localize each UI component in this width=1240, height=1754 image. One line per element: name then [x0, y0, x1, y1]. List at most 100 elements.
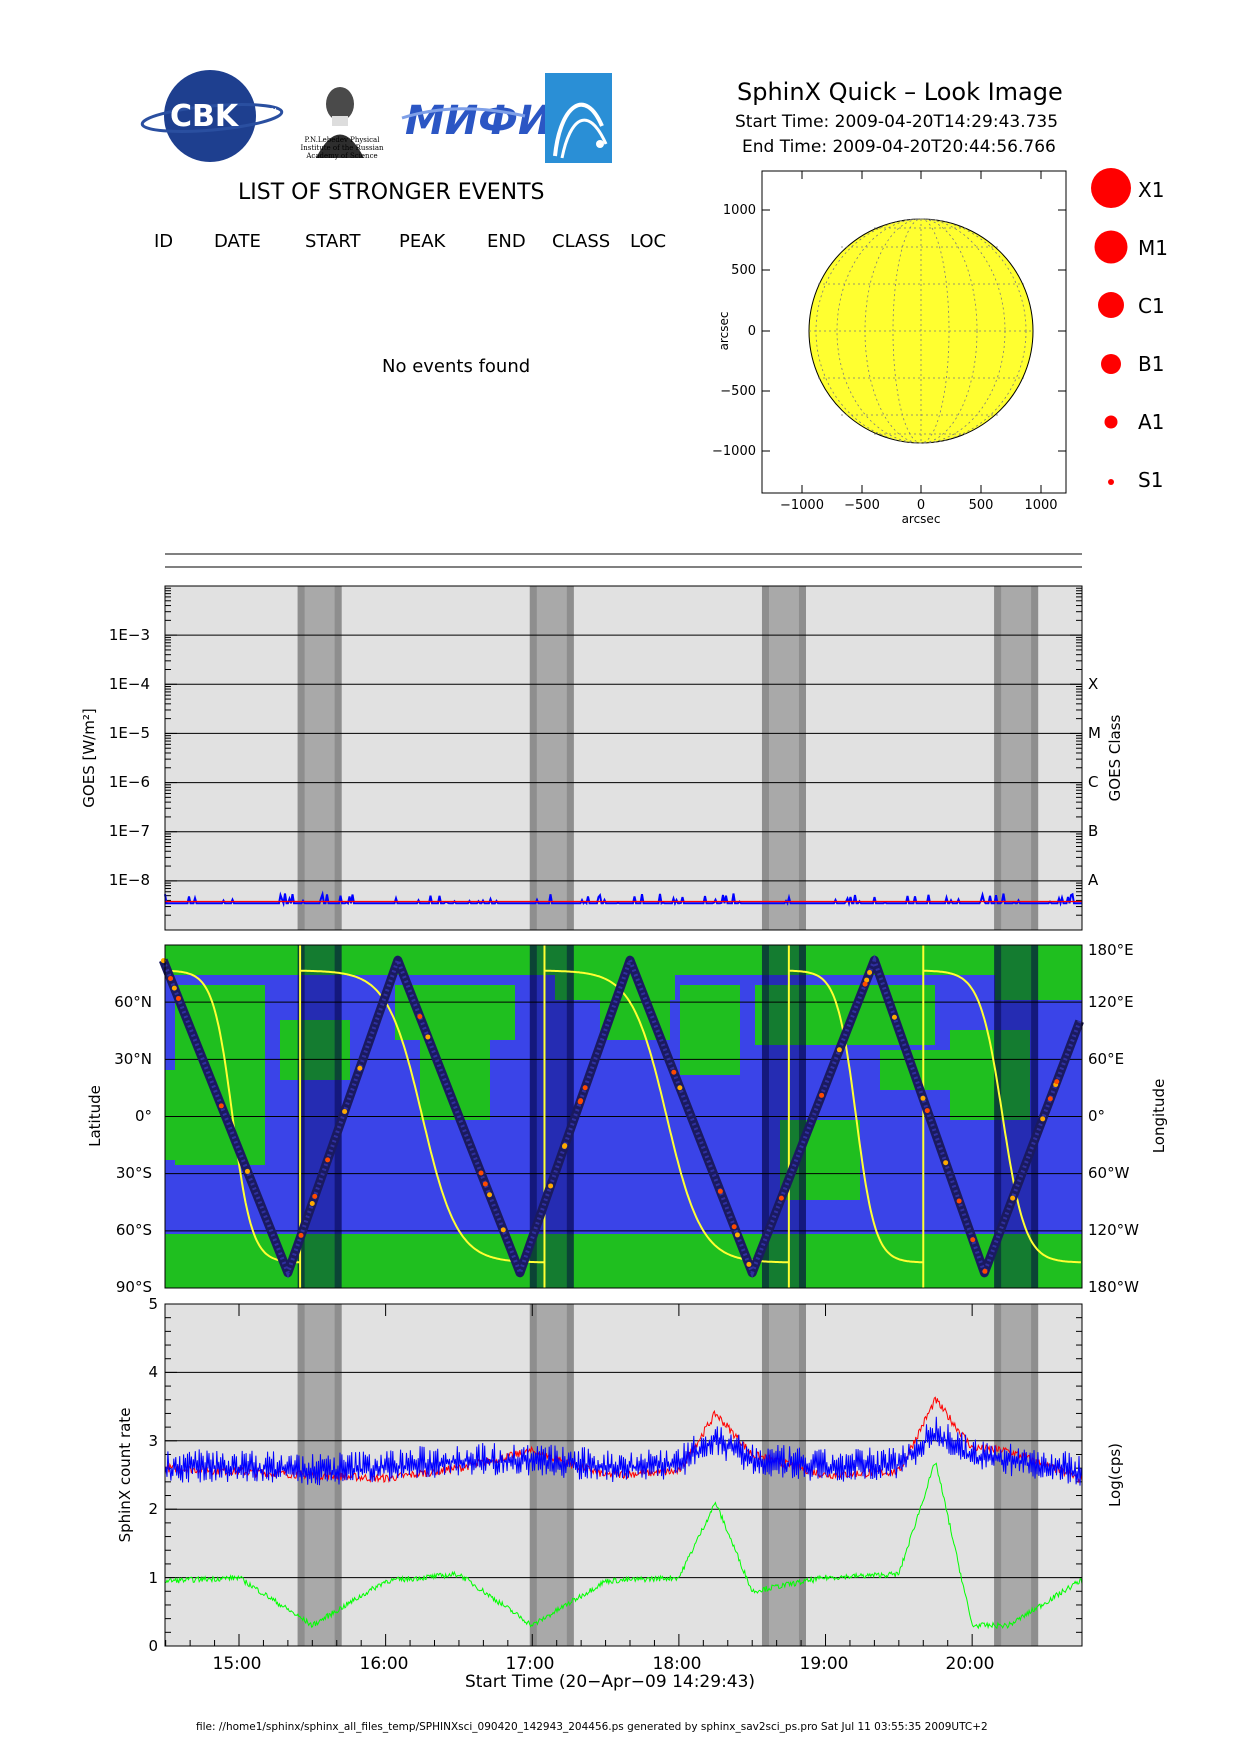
- track-hot-spot: [425, 1034, 431, 1040]
- eclipse-shade-edge: [297, 586, 305, 930]
- eclipse-shade: [529, 586, 574, 930]
- events-column-id: ID: [154, 231, 174, 252]
- lebedev-caption: P.N.Lebedev Physical Institute of the Ru…: [292, 136, 392, 160]
- count-series-line: [164, 1462, 1083, 1630]
- ground-track: [159, 955, 1084, 1278]
- track-hot-spot: [943, 1160, 949, 1166]
- sun-y-tick: 500: [731, 263, 756, 278]
- longitude-curve: [788, 969, 924, 1264]
- track-hot-spot: [1054, 1079, 1060, 1085]
- count-rate-panel: 0 1 2 3 4 5 15:00 16:00 17:00 18:00 19:0…: [116, 1295, 1124, 1692]
- eclipse-shade-edge: [994, 586, 1002, 930]
- eclipse-shade-edge: [529, 586, 537, 930]
- cbk-text: CBK: [170, 99, 240, 134]
- mifi-logo: MИФИ: [401, 98, 551, 144]
- track-hot-spot: [891, 1014, 897, 1020]
- goes-class-tick: M: [1088, 724, 1101, 742]
- eclipse-shade-edge: [994, 1304, 1002, 1646]
- page-title: SphinX Quick – Look Image: [737, 78, 1063, 106]
- track-hot-spot: [357, 1065, 363, 1071]
- count-y-tick: 5: [148, 1295, 158, 1313]
- lon-tick: 60°E: [1088, 1050, 1124, 1068]
- sun-grid: [809, 218, 1033, 444]
- time-tick: 15:00: [213, 1654, 262, 1674]
- eclipse-shade-edge: [529, 1304, 537, 1646]
- goes-y-tick: 1E−7: [109, 822, 150, 840]
- track-hot-spot: [956, 1198, 962, 1204]
- events-column-loc: LOC: [630, 231, 667, 252]
- track-hot-spot: [168, 976, 174, 982]
- goes-y-label: GOES [W/m²]: [80, 708, 98, 807]
- lat-tick: 0°: [135, 1107, 152, 1125]
- legend-marker-a1: [1104, 415, 1118, 429]
- legend-label-x1: X1: [1138, 178, 1165, 202]
- track-hot-spot: [717, 1188, 723, 1194]
- end-time-label: End Time: 2009-04-20T20:44:56.766: [742, 137, 1056, 157]
- track-hot-spot: [862, 981, 868, 987]
- track-hot-spot: [867, 970, 873, 976]
- time-tick: 18:00: [653, 1654, 702, 1674]
- ocean-mask-region: [680, 985, 740, 1075]
- sun-x-tick: −1000: [780, 498, 824, 513]
- sun-x-tick: −500: [844, 498, 880, 513]
- count-y-tick: 2: [148, 1500, 158, 1518]
- track-hot-spot: [982, 1268, 988, 1274]
- events-column-peak: PEAK: [399, 231, 446, 252]
- track-hot-spot: [731, 1224, 737, 1230]
- track-hot-spot: [244, 1168, 250, 1174]
- goes-series-line: [164, 890, 1082, 908]
- track-hot-spot: [342, 1109, 348, 1115]
- lat-tick: 60°S: [116, 1221, 152, 1239]
- logo-strip: CBK PAN MИФИ: [140, 70, 612, 163]
- lon-tick: 120°W: [1088, 1221, 1139, 1239]
- count-series-line: [164, 1416, 1083, 1486]
- cbk-subtext: PAN: [261, 107, 277, 116]
- legend-label-s1: S1: [1138, 468, 1164, 492]
- sun-y-tick: −500: [720, 384, 756, 399]
- goes-panel: 1E−3 1E−4 1E−5 1E−6 1E−7 1E−8 X M C B A …: [80, 585, 1124, 931]
- lon-tick: 180°E: [1088, 941, 1134, 959]
- track-hot-spot: [482, 1181, 488, 1187]
- track-hot-spot: [312, 1193, 318, 1199]
- sun-y-label: arcsec: [717, 312, 731, 351]
- legend-label-c1: C1: [1138, 294, 1165, 318]
- eclipse-shade: [297, 586, 342, 930]
- track-hot-spot: [1047, 1096, 1053, 1102]
- eclipse-shade-edge: [566, 586, 574, 930]
- longitude-curve: [923, 969, 1081, 1264]
- lebedev-logo: [316, 87, 364, 158]
- track-hot-spot: [218, 1103, 224, 1109]
- track-hot-spot: [578, 1098, 584, 1104]
- events-column-start: START: [305, 231, 361, 252]
- count-rate-label: SphinX count rate: [116, 1408, 134, 1543]
- track-hot-spot: [171, 985, 177, 991]
- goes-y-tick: 1E−4: [109, 675, 150, 693]
- footer-file-info: file: //home1/sphinx/sphinx_all_files_te…: [196, 1721, 988, 1733]
- ocean-mask-region: [280, 1020, 350, 1080]
- track-hot-spot: [864, 977, 870, 983]
- count-y-tick: 0: [148, 1637, 158, 1655]
- lon-tick: 0°: [1088, 1107, 1105, 1125]
- lat-tick: 60°N: [114, 993, 152, 1011]
- lat-tick: 90°S: [116, 1278, 152, 1296]
- blue-emblem-logo: [545, 73, 612, 163]
- legend-marker-b1: [1101, 354, 1121, 374]
- eclipse-shade-edge: [798, 1304, 806, 1646]
- ocean-mask-region: [165, 1234, 1082, 1288]
- lebedev-caption-line: Institute of the Russian: [300, 144, 384, 152]
- track-hot-spot: [671, 1069, 677, 1075]
- track-hot-spot: [970, 1237, 976, 1243]
- sun-x-tick: 500: [969, 498, 994, 513]
- log-cps-label: Log(cps): [1106, 1443, 1124, 1507]
- eclipse-shade-edge: [1031, 586, 1039, 930]
- goes-y-tick: 1E−3: [109, 626, 150, 644]
- track-hot-spot: [298, 1232, 304, 1238]
- time-tick: 20:00: [946, 1654, 995, 1674]
- lon-tick: 60°W: [1088, 1164, 1130, 1182]
- start-time-label: Start Time: 2009-04-20T14:29:43.735: [735, 112, 1059, 132]
- longitude-label: Longitude: [1150, 1079, 1168, 1154]
- cbk-logo: CBK PAN: [140, 70, 284, 162]
- legend-marker-c1: [1098, 292, 1124, 318]
- track-hot-spot: [562, 1143, 568, 1149]
- eclipse-shade-edge: [334, 586, 342, 930]
